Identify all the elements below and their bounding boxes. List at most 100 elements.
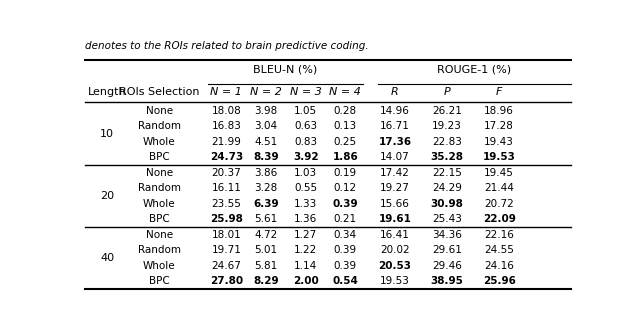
Text: 8.39: 8.39 [253,152,279,162]
Text: 5.81: 5.81 [254,261,278,271]
Text: 3.04: 3.04 [255,121,278,131]
Text: 0.34: 0.34 [334,230,357,240]
Text: 0.28: 0.28 [334,106,357,116]
Text: Random: Random [138,121,181,131]
Text: 17.42: 17.42 [380,168,410,178]
Text: R: R [391,87,399,97]
Text: 21.44: 21.44 [484,183,514,193]
Text: 2.00: 2.00 [293,276,319,286]
Text: 19.43: 19.43 [484,137,514,146]
Text: 22.09: 22.09 [483,214,516,224]
Text: 14.96: 14.96 [380,106,410,116]
Text: 22.16: 22.16 [484,230,514,240]
Text: BPC: BPC [149,276,170,286]
Text: None: None [146,106,173,116]
Text: 1.14: 1.14 [294,261,317,271]
Text: ROIs Selection: ROIs Selection [119,87,200,97]
Text: 0.54: 0.54 [332,276,358,286]
Text: 30.98: 30.98 [431,199,463,209]
Text: 29.61: 29.61 [432,245,462,255]
Text: 0.25: 0.25 [334,137,357,146]
Text: 25.98: 25.98 [210,214,243,224]
Text: 1.33: 1.33 [294,199,317,209]
Text: 1.27: 1.27 [294,230,317,240]
Text: 15.66: 15.66 [380,199,410,209]
Text: 40: 40 [100,253,115,263]
Text: 20.72: 20.72 [484,199,514,209]
Text: 25.96: 25.96 [483,276,516,286]
Text: Length: Length [88,87,127,97]
Text: Whole: Whole [143,137,175,146]
Text: 17.36: 17.36 [378,137,412,146]
Text: Whole: Whole [143,261,175,271]
Text: 16.41: 16.41 [380,230,410,240]
Text: 16.83: 16.83 [211,121,241,131]
Text: 3.86: 3.86 [254,168,278,178]
Text: 1.03: 1.03 [294,168,317,178]
Text: 27.80: 27.80 [210,276,243,286]
Text: 25.43: 25.43 [432,214,462,224]
Text: 4.51: 4.51 [254,137,278,146]
Text: P: P [444,87,451,97]
Text: 19.71: 19.71 [211,245,241,255]
Text: 16.71: 16.71 [380,121,410,131]
Text: Random: Random [138,183,181,193]
Text: 22.15: 22.15 [432,168,462,178]
Text: None: None [146,168,173,178]
Text: 0.63: 0.63 [294,121,317,131]
Text: 38.95: 38.95 [431,276,463,286]
Text: 0.39: 0.39 [334,261,357,271]
Text: Random: Random [138,245,181,255]
Text: 17.28: 17.28 [484,121,514,131]
Text: BPC: BPC [149,214,170,224]
Text: 3.98: 3.98 [254,106,278,116]
Text: 1.05: 1.05 [294,106,317,116]
Text: 5.61: 5.61 [254,214,278,224]
Text: 0.55: 0.55 [294,183,317,193]
Text: 19.53: 19.53 [483,152,516,162]
Text: 24.67: 24.67 [211,261,241,271]
Text: 21.99: 21.99 [211,137,241,146]
Text: 3.28: 3.28 [254,183,278,193]
Text: 20.53: 20.53 [378,261,412,271]
Text: 18.96: 18.96 [484,106,514,116]
Text: 23.55: 23.55 [211,199,241,209]
Text: 19.53: 19.53 [380,276,410,286]
Text: 19.61: 19.61 [378,214,412,224]
Text: 19.27: 19.27 [380,183,410,193]
Text: N = 1: N = 1 [211,87,243,97]
Text: None: None [146,230,173,240]
Text: 0.12: 0.12 [334,183,357,193]
Text: denotes to the ROIs related to brain predictive coding.: denotes to the ROIs related to brain pre… [85,42,369,51]
Text: 5.01: 5.01 [255,245,278,255]
Text: 19.23: 19.23 [432,121,462,131]
Text: 0.39: 0.39 [333,199,358,209]
Text: 24.55: 24.55 [484,245,514,255]
Text: 29.46: 29.46 [432,261,462,271]
Text: 0.83: 0.83 [294,137,317,146]
Text: 1.22: 1.22 [294,245,317,255]
Text: 35.28: 35.28 [431,152,463,162]
Text: 34.36: 34.36 [432,230,462,240]
Text: ROUGE-1 (%): ROUGE-1 (%) [437,64,511,74]
Text: F: F [496,87,502,97]
Text: 20.37: 20.37 [211,168,241,178]
Text: 0.39: 0.39 [334,245,357,255]
Text: 20: 20 [100,191,115,201]
Text: 20.02: 20.02 [380,245,410,255]
Text: N = 4: N = 4 [330,87,362,97]
Text: 0.13: 0.13 [334,121,357,131]
Text: 24.29: 24.29 [432,183,462,193]
Text: 8.29: 8.29 [253,276,279,286]
Text: 19.45: 19.45 [484,168,514,178]
Text: Whole: Whole [143,199,175,209]
Text: 16.11: 16.11 [211,183,241,193]
Text: 6.39: 6.39 [253,199,279,209]
Text: 26.21: 26.21 [432,106,462,116]
Text: 0.19: 0.19 [334,168,357,178]
Text: BLEU-N (%): BLEU-N (%) [253,64,317,74]
Text: 14.07: 14.07 [380,152,410,162]
Text: 1.36: 1.36 [294,214,317,224]
Text: 10: 10 [100,129,115,139]
Text: 4.72: 4.72 [254,230,278,240]
